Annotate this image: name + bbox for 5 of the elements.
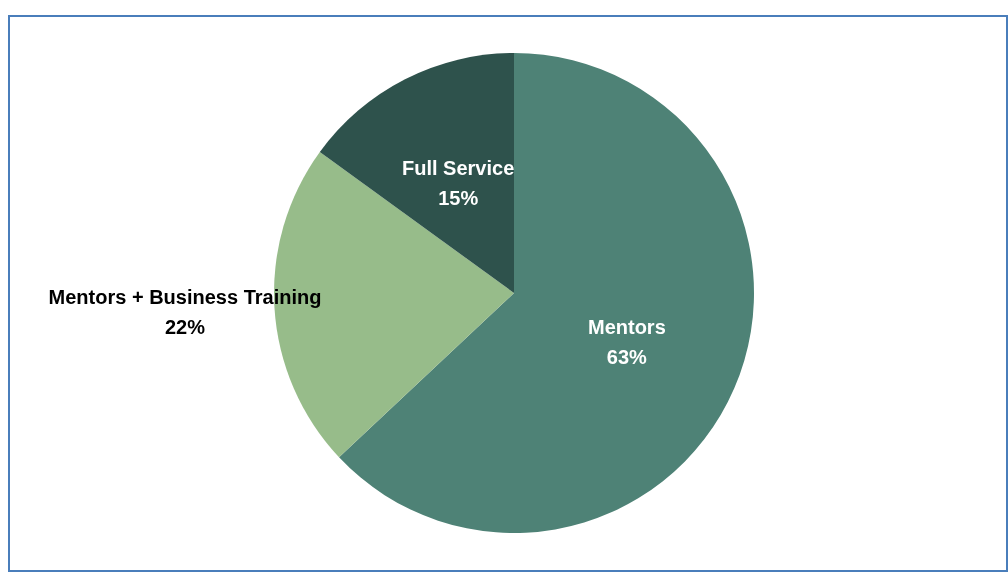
- slice-label: Mentors: [587, 315, 666, 338]
- slice-label: Full Service: [402, 157, 515, 180]
- data-label: 22%: [164, 316, 206, 338]
- data-label: 63%: [606, 345, 648, 368]
- data-label: 15%: [438, 187, 479, 210]
